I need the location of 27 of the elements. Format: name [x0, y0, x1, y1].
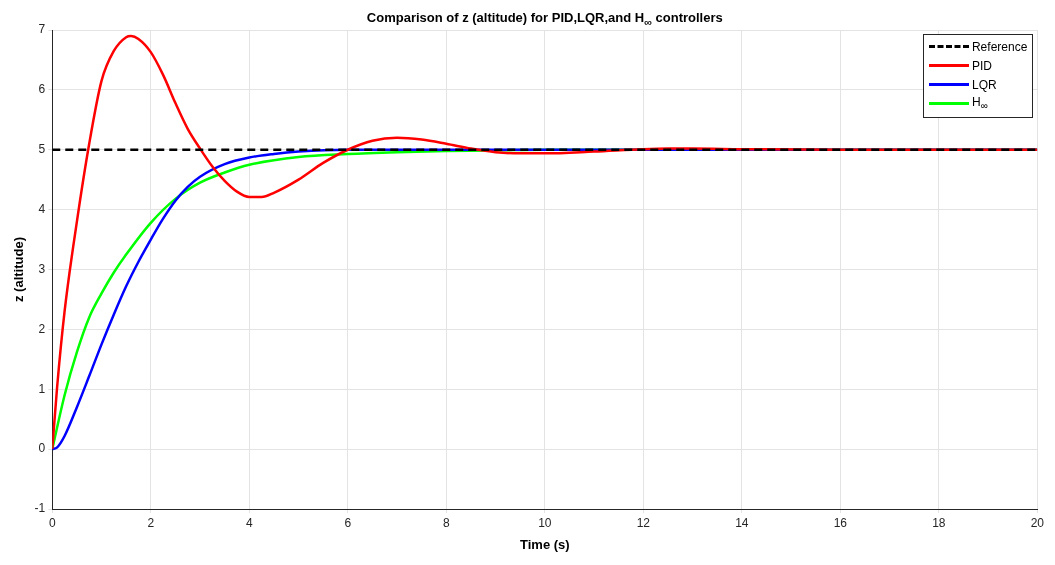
- x-tick-label: 20: [1030, 515, 1045, 530]
- y-tick-label: -1: [34, 501, 46, 516]
- x-tick-label: 12: [636, 515, 651, 530]
- x-tick-label: 16: [833, 515, 848, 530]
- y-tick-label: 1: [38, 381, 46, 396]
- x-tick-label: 8: [442, 515, 450, 530]
- y-tick-label: 0: [38, 441, 46, 456]
- x-tick-label: 2: [147, 515, 155, 530]
- y-tick-label: 4: [38, 201, 46, 216]
- x-tick-label: 6: [344, 515, 352, 530]
- legend-label: LQR: [971, 77, 997, 92]
- x-tick-label: 4: [245, 515, 253, 530]
- chart-title: Comparison of z (altitude) for PID,LQR,and H$_{∞}$ controllers: [365, 10, 724, 28]
- x-tick-label: 14: [735, 515, 749, 530]
- y-tick-label: 6: [38, 82, 46, 97]
- y-tick-label: 3: [38, 261, 46, 276]
- y-tick-label: 5: [38, 142, 46, 157]
- legend-label: PID: [971, 58, 992, 73]
- legend-label: Reference: [971, 39, 1028, 54]
- x-tick-label: 18: [932, 515, 946, 530]
- x-tick-label: 10: [538, 515, 552, 530]
- legend-label: H$_{∞}$: [971, 95, 988, 112]
- y-tick-label: 7: [38, 22, 46, 37]
- x-axis-title: Time (s): [519, 536, 570, 552]
- x-tick-label: 0: [48, 515, 56, 530]
- y-axis-title: z (altitude): [11, 237, 27, 302]
- y-tick-label: 2: [38, 321, 46, 336]
